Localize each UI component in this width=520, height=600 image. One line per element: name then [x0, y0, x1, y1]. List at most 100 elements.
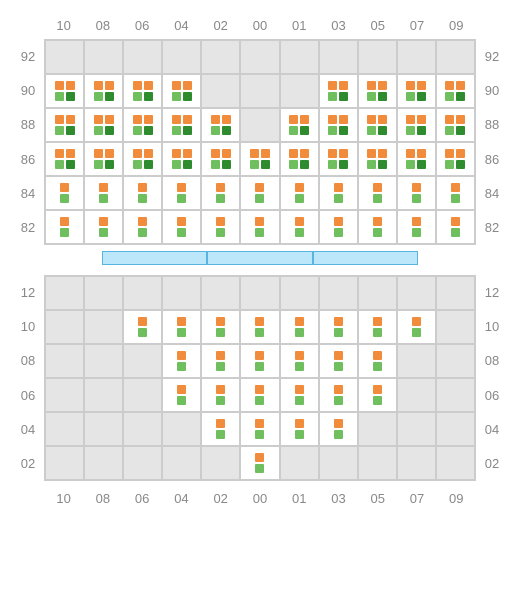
- seat-cell[interactable]: [162, 74, 201, 108]
- seat-cell[interactable]: [280, 310, 319, 344]
- seat-cell[interactable]: [123, 310, 162, 344]
- seat-cell[interactable]: [280, 412, 319, 446]
- seat-cell[interactable]: [436, 108, 475, 142]
- seat-cell: [436, 446, 475, 480]
- seat-cell[interactable]: [240, 310, 279, 344]
- seat-cell[interactable]: [358, 176, 397, 210]
- seat-cell[interactable]: [123, 142, 162, 176]
- seat-cell[interactable]: [201, 108, 240, 142]
- marker-icon: [339, 81, 348, 90]
- seat-cell[interactable]: [280, 210, 319, 244]
- seat-cell[interactable]: [162, 142, 201, 176]
- seat-cell[interactable]: [84, 210, 123, 244]
- seat-cell[interactable]: [436, 74, 475, 108]
- seat-cell[interactable]: [319, 412, 358, 446]
- col-label: 01: [280, 12, 319, 39]
- seat-cell[interactable]: [123, 210, 162, 244]
- seat-cell[interactable]: [201, 210, 240, 244]
- seat-cell[interactable]: [201, 310, 240, 344]
- seat-cell[interactable]: [319, 108, 358, 142]
- seat-cell[interactable]: [280, 176, 319, 210]
- seat-cell[interactable]: [162, 378, 201, 412]
- seat-cell[interactable]: [319, 74, 358, 108]
- marker-icon: [60, 183, 69, 192]
- seat-cell[interactable]: [201, 378, 240, 412]
- seat-cell[interactable]: [358, 142, 397, 176]
- marker-icon: [133, 115, 142, 124]
- seat-cell[interactable]: [45, 108, 84, 142]
- marker-icon: [55, 92, 64, 101]
- seat-cell[interactable]: [240, 210, 279, 244]
- seat-cell[interactable]: [280, 344, 319, 378]
- seat-cell[interactable]: [280, 108, 319, 142]
- seat-cell[interactable]: [240, 378, 279, 412]
- seat-cell[interactable]: [45, 176, 84, 210]
- seat-cell[interactable]: [84, 176, 123, 210]
- seat-cell[interactable]: [358, 344, 397, 378]
- seat-cell: [123, 378, 162, 412]
- seat-cell[interactable]: [45, 210, 84, 244]
- seat-cell[interactable]: [162, 344, 201, 378]
- col-label: 08: [83, 12, 122, 39]
- seat-cell: [45, 378, 84, 412]
- seat-cell[interactable]: [319, 310, 358, 344]
- seat-cell[interactable]: [201, 142, 240, 176]
- marker-icon: [367, 149, 376, 158]
- seat-cell[interactable]: [45, 142, 84, 176]
- col-label: 06: [123, 12, 162, 39]
- seat-cell[interactable]: [397, 176, 436, 210]
- seat-cell[interactable]: [397, 142, 436, 176]
- seat-cell[interactable]: [436, 176, 475, 210]
- seat-cell[interactable]: [358, 210, 397, 244]
- seat-cell[interactable]: [240, 446, 279, 480]
- marker-icon: [328, 149, 337, 158]
- seat-cell[interactable]: [84, 108, 123, 142]
- seat-cell[interactable]: [201, 176, 240, 210]
- marker-icon: [378, 92, 387, 101]
- seat-cell[interactable]: [358, 378, 397, 412]
- seat-cell[interactable]: [201, 412, 240, 446]
- seat-cell[interactable]: [45, 74, 84, 108]
- seat-cell[interactable]: [397, 210, 436, 244]
- seat-cell[interactable]: [436, 210, 475, 244]
- seat-cell[interactable]: [84, 142, 123, 176]
- seat-cell[interactable]: [123, 74, 162, 108]
- seat-cell[interactable]: [84, 74, 123, 108]
- seat-cell[interactable]: [319, 344, 358, 378]
- seat-cell[interactable]: [397, 74, 436, 108]
- marker-icon: [373, 183, 382, 192]
- marker-icon: [334, 351, 343, 360]
- seat-cell[interactable]: [319, 176, 358, 210]
- seat-cell[interactable]: [162, 310, 201, 344]
- seat-cell[interactable]: [162, 176, 201, 210]
- marker-icon: [144, 115, 153, 124]
- seat-cell[interactable]: [240, 142, 279, 176]
- seat-cell[interactable]: [319, 210, 358, 244]
- seat-cell[interactable]: [240, 344, 279, 378]
- seat-cell[interactable]: [280, 378, 319, 412]
- seat-cell[interactable]: [319, 378, 358, 412]
- seat-markers: [98, 217, 110, 237]
- seat-cell[interactable]: [162, 108, 201, 142]
- seat-markers: [52, 115, 78, 135]
- seat-cell[interactable]: [358, 74, 397, 108]
- seat-cell[interactable]: [358, 108, 397, 142]
- seat-cell[interactable]: [240, 176, 279, 210]
- marker-icon: [406, 92, 415, 101]
- seat-cell[interactable]: [123, 176, 162, 210]
- seat-cell[interactable]: [123, 108, 162, 142]
- seat-cell[interactable]: [162, 210, 201, 244]
- seat-cell[interactable]: [280, 142, 319, 176]
- seat-cell[interactable]: [240, 412, 279, 446]
- seat-cell[interactable]: [319, 142, 358, 176]
- upper-row-labels-left: 929088868482: [12, 39, 44, 245]
- seat-cell[interactable]: [397, 108, 436, 142]
- marker-icon: [334, 194, 343, 203]
- marker-icon: [94, 92, 103, 101]
- seat-cell[interactable]: [436, 142, 475, 176]
- seat-cell[interactable]: [201, 344, 240, 378]
- seat-cell[interactable]: [358, 310, 397, 344]
- seat-markers: [215, 317, 227, 337]
- seat-cell[interactable]: [397, 310, 436, 344]
- marker-icon: [334, 385, 343, 394]
